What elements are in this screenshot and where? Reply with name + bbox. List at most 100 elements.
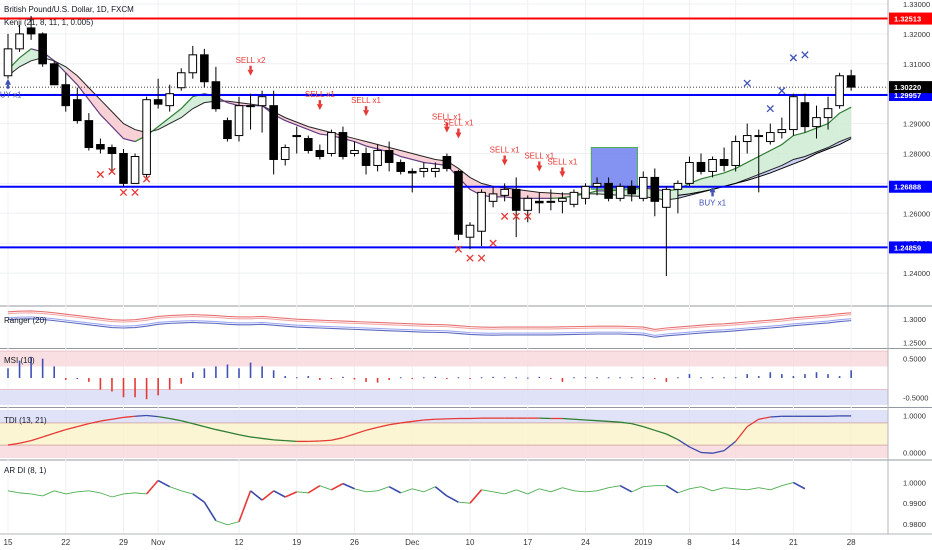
bullish-candle[interactable] (731, 141, 740, 166)
sell-arrow-icon (443, 126, 450, 133)
bearish-candle[interactable] (396, 161, 405, 172)
bullish-candle[interactable] (638, 176, 648, 199)
bullish-candle[interactable] (500, 188, 509, 196)
bearish-candle[interactable] (211, 81, 221, 110)
bullish-candle[interactable] (373, 150, 382, 166)
bullish-candle[interactable] (15, 33, 24, 50)
msi-bar (226, 364, 229, 378)
bearish-candle[interactable] (26, 27, 36, 35)
bearish-candle[interactable] (73, 99, 82, 122)
tdi-line-segment (238, 434, 251, 438)
msi-pane[interactable] (0, 350, 888, 405)
bullish-candle[interactable] (558, 197, 567, 202)
bullish-candle[interactable] (327, 132, 336, 155)
bearish-candle[interactable] (384, 150, 394, 163)
ardi-line-segment (366, 490, 378, 493)
bearish-candle[interactable] (511, 188, 521, 211)
ardi-pane[interactable] (7, 479, 806, 526)
bearish-candle[interactable] (535, 200, 544, 204)
level-price-tag-label: 1.24859 (894, 243, 921, 252)
bullish-candle[interactable] (835, 75, 844, 107)
bullish-candle[interactable] (292, 135, 302, 138)
bullish-candle[interactable] (350, 150, 359, 154)
bullish-candle[interactable] (3, 48, 13, 77)
bullish-candle[interactable] (662, 188, 671, 208)
price-axis[interactable]: 1.330001.320001.310001.300001.290001.280… (887, 0, 932, 534)
bullish-candle[interactable] (673, 182, 683, 190)
blue-x-mark-icon-stroke (789, 54, 798, 62)
msi-bar (561, 378, 564, 382)
bullish-candle[interactable] (523, 197, 533, 211)
bearish-candle[interactable] (442, 155, 452, 169)
level-price-tag-label: 1.26888 (894, 183, 921, 192)
bullish-candle[interactable] (708, 158, 717, 172)
bearish-candle[interactable] (800, 102, 810, 128)
tdi-line-segment (677, 438, 690, 448)
bearish-candle[interactable] (338, 132, 348, 157)
bearish-candle[interactable] (153, 99, 163, 105)
bullish-candle[interactable] (280, 147, 290, 160)
bearish-candle[interactable] (61, 84, 71, 107)
bearish-candle[interactable] (49, 63, 59, 86)
bullish-candle[interactable] (789, 96, 798, 131)
bullish-candle[interactable] (569, 191, 579, 205)
bearish-candle[interactable] (107, 147, 117, 155)
ranger-pane[interactable] (7, 310, 852, 338)
bullish-candle[interactable] (246, 105, 255, 108)
time-tick-label: 17 (523, 538, 532, 547)
tdi-title: TDI (13, 21) (4, 416, 47, 425)
bearish-candle[interactable] (361, 153, 371, 166)
bullish-candle[interactable] (142, 99, 151, 175)
bullish-candle[interactable] (477, 191, 486, 232)
bearish-candle[interactable] (407, 170, 417, 174)
bearish-candle[interactable] (38, 33, 47, 65)
bearish-candle[interactable] (84, 120, 94, 149)
bullish-candle[interactable] (592, 182, 602, 187)
bullish-candle[interactable] (188, 54, 198, 74)
bullish-candle[interactable] (812, 117, 821, 128)
bullish-candle[interactable] (465, 224, 475, 238)
bullish-candle[interactable] (581, 185, 590, 199)
bullish-candle[interactable] (130, 155, 140, 184)
time-axis[interactable]: 15 22 29 Nov 12 19 26 Dec 10 17 24 2019 8 14 21 28 (0, 533, 932, 547)
msi-bar (480, 377, 483, 379)
bullish-candle[interactable] (754, 135, 764, 138)
bullish-candle[interactable] (823, 108, 833, 119)
blue-x-mark-icon (766, 104, 774, 113)
tdi-pane[interactable] (0, 410, 888, 458)
bearish-candle[interactable] (719, 158, 729, 166)
ardi-line-segment (423, 486, 436, 493)
bearish-candle[interactable] (650, 176, 660, 202)
bullish-candle[interactable] (766, 132, 775, 143)
bearish-candle[interactable] (627, 185, 637, 195)
bearish-candle[interactable] (269, 105, 278, 160)
bullish-candle[interactable] (419, 167, 429, 172)
bearish-candle[interactable] (315, 150, 325, 157)
bearish-candle[interactable] (846, 75, 856, 88)
bullish-candle[interactable] (234, 105, 244, 137)
bearish-candle[interactable] (454, 170, 463, 235)
bearish-candle[interactable] (200, 54, 209, 83)
bullish-candle[interactable] (777, 129, 787, 134)
bearish-candle[interactable] (696, 161, 706, 172)
bullish-candle[interactable] (742, 135, 752, 143)
bullish-candle[interactable] (685, 161, 694, 184)
bearish-candle[interactable] (223, 120, 232, 140)
bullish-candle[interactable] (176, 72, 186, 89)
ardi-line-segment (388, 486, 402, 494)
bearish-candle[interactable] (96, 144, 105, 150)
bullish-candle[interactable] (488, 193, 498, 202)
bullish-candle[interactable] (546, 200, 556, 203)
bearish-candle[interactable] (119, 153, 128, 184)
bearish-candle[interactable] (304, 138, 313, 152)
sell-arrow-icon (363, 110, 370, 117)
ardi-line-segment (123, 492, 136, 495)
ardi-line-segment (619, 484, 633, 493)
bullish-candle[interactable] (165, 93, 174, 107)
bullish-candle[interactable] (615, 185, 625, 199)
bullish-candle[interactable] (257, 96, 267, 107)
bullish-candle[interactable] (431, 167, 440, 172)
ardi-line-segment (458, 501, 471, 504)
bearish-candle[interactable] (604, 182, 613, 199)
